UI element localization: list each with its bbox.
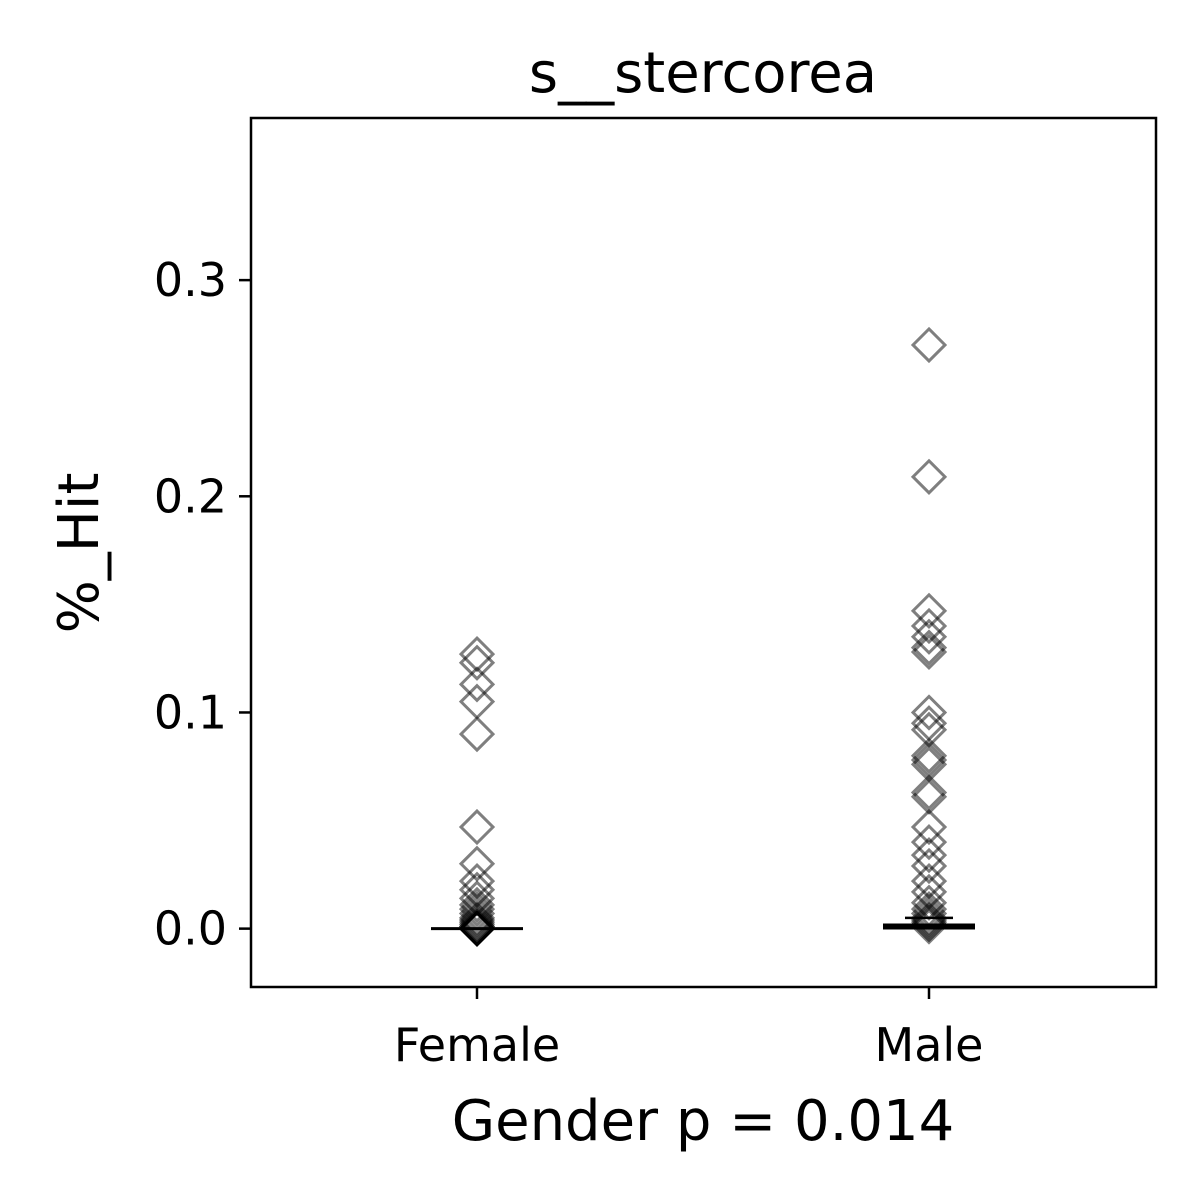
data-point <box>458 845 496 882</box>
data-point <box>910 592 948 629</box>
data-point <box>910 895 948 932</box>
data-point <box>458 635 496 673</box>
x-tick-label: Male <box>875 1018 984 1072</box>
data-point <box>458 891 496 928</box>
y-axis-title: %_Hit <box>47 473 112 634</box>
x-axis-title: Gender p = 0.014 <box>452 1089 955 1154</box>
data-point <box>910 458 948 495</box>
data-point <box>458 904 496 941</box>
data-point <box>458 886 496 923</box>
data-point <box>910 618 948 655</box>
data-point <box>910 737 948 774</box>
x-tick-label: Female <box>394 1018 560 1072</box>
data-point <box>458 910 496 947</box>
data-point <box>910 326 948 364</box>
data-point <box>458 666 496 703</box>
data-point <box>458 808 496 846</box>
marks-layer <box>431 326 975 947</box>
data-point <box>910 899 948 936</box>
data-point <box>458 899 496 936</box>
ticks-layer: 0.0 0.1 0.2 0.3 Female Male <box>154 253 984 1072</box>
data-point <box>910 837 948 874</box>
data-point <box>910 847 948 885</box>
data-point <box>910 774 948 811</box>
data-point <box>458 901 496 939</box>
y-tick-label: 0.0 <box>154 902 227 956</box>
y-tick-label: 0.3 <box>154 253 227 307</box>
data-point <box>458 644 496 681</box>
data-point <box>910 694 948 731</box>
data-point <box>458 906 496 943</box>
data-point <box>910 607 948 645</box>
data-point <box>910 629 948 666</box>
y-tick-label: 0.2 <box>154 469 227 523</box>
y-tick-label: 0.1 <box>154 685 227 739</box>
data-point <box>910 808 948 846</box>
data-point <box>910 824 948 861</box>
data-point <box>910 908 948 945</box>
plot-frame <box>249 116 1158 989</box>
data-point <box>910 901 948 939</box>
chart-title: s__stercorea <box>529 41 877 106</box>
data-point <box>458 908 496 945</box>
data-point <box>910 633 948 671</box>
data-point <box>458 715 496 753</box>
